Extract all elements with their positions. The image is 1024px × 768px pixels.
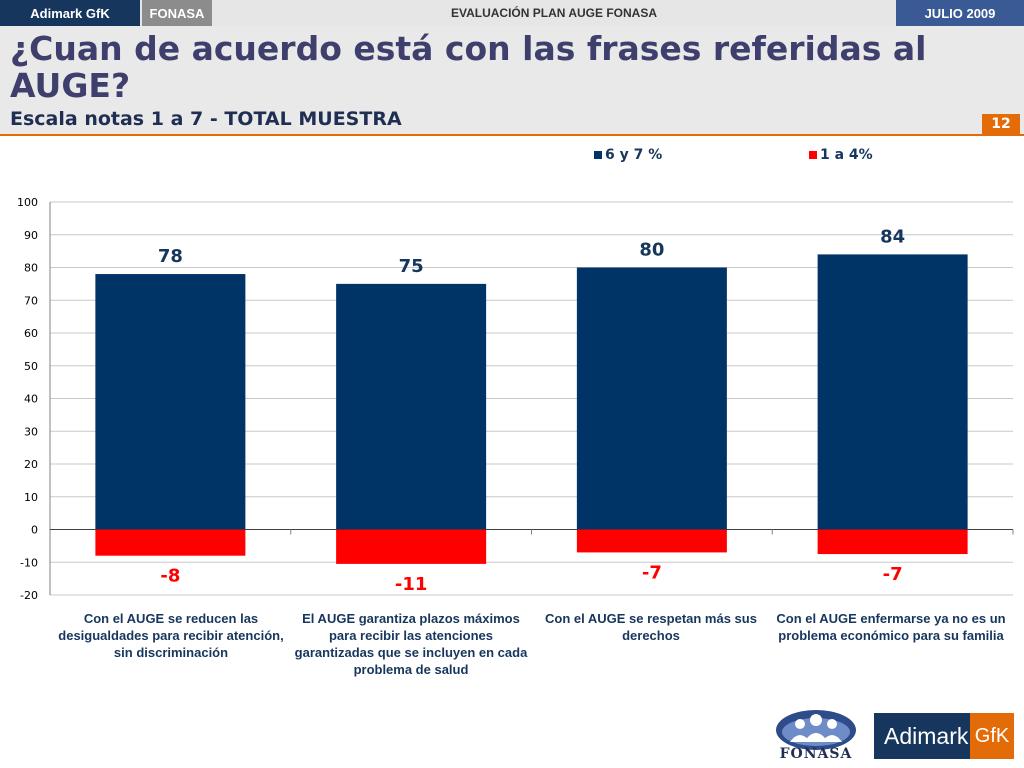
y-tick-label: 60: [24, 327, 38, 340]
y-tick-label: 50: [24, 360, 38, 373]
category-label-1: Con el AUGE se reducen las desigualdades…: [58, 611, 284, 660]
y-tick-label: 20: [24, 458, 38, 471]
data-label-negative: -7: [642, 562, 662, 583]
report-title: EVALUACIÓN PLAN AUGE FONASA: [450, 6, 657, 20]
slide-subtitle: Escala notas 1 a 7 - TOTAL MUESTRA: [10, 108, 402, 130]
gfk-logo-text: GfK: [970, 713, 1014, 759]
bar-positive: [817, 254, 968, 530]
bar-chart: 1009080706050403020100-10-2078-875-1180-…: [17, 196, 1014, 602]
bar-negative: [576, 529, 727, 553]
y-tick-label: 10: [24, 491, 38, 504]
legend-swatch-negative: [809, 151, 817, 159]
adimark-logo-text: Adimark: [884, 722, 969, 749]
legend-swatch-positive: [594, 151, 602, 159]
y-tick-label: 30: [24, 425, 38, 438]
data-label-negative: -7: [883, 564, 903, 585]
bar-negative: [336, 529, 487, 564]
bar-negative: [95, 529, 246, 556]
category-label-4: Con el AUGE enfermarse ya no es un probl…: [776, 611, 1006, 643]
y-tick-label: 70: [24, 294, 38, 307]
page-number: 12: [982, 114, 1020, 134]
category-label-2: El AUGE garantiza plazos máximos para re…: [294, 611, 528, 677]
data-label-negative: -8: [160, 566, 180, 587]
fonasa-logo-text: FONASA: [779, 746, 853, 762]
y-tick-label: -10: [20, 556, 38, 569]
data-label-positive: 78: [158, 246, 183, 267]
bar-positive: [95, 274, 246, 530]
y-tick-label: 80: [24, 262, 38, 275]
bar-positive: [576, 267, 727, 530]
y-tick-label: 100: [17, 196, 38, 209]
legend-label-positive: 6 y 7 %: [605, 147, 663, 163]
y-tick-label: -20: [20, 589, 38, 602]
adimark-gfk-logo: Adimark GfK: [874, 713, 1014, 759]
brand-label: Adimark GfK: [0, 0, 140, 26]
data-label-positive: 75: [399, 256, 424, 277]
slide-title: ¿Cuan de acuerdo está con las frases ref…: [10, 29, 927, 105]
data-label-positive: 80: [639, 240, 664, 261]
legend-item-positive: 6 y 7 %: [594, 147, 662, 163]
header-divider: [0, 134, 1024, 136]
slide-header: [0, 26, 1024, 134]
client-label: FONASA: [142, 0, 212, 26]
bar-negative: [817, 529, 968, 555]
legend-item-negative: 1 a 4%: [809, 147, 873, 163]
fonasa-logo-icon: [776, 710, 856, 750]
y-tick-label: 40: [24, 393, 38, 406]
data-label-positive: 84: [880, 226, 905, 247]
top-bar: Adimark GfK FONASA EVALUACIÓN PLAN AUGE …: [0, 0, 1024, 26]
y-tick-label: 0: [31, 524, 38, 537]
category-label-3: Con el AUGE se respetan más sus derechos: [545, 611, 757, 643]
report-date: JULIO 2009: [896, 0, 1024, 26]
y-tick-label: 90: [24, 229, 38, 242]
legend-label-negative: 1 a 4%: [820, 147, 873, 163]
bar-positive: [336, 283, 487, 530]
data-label-negative: -11: [395, 574, 428, 595]
fonasa-logo: FONASA: [770, 708, 862, 764]
